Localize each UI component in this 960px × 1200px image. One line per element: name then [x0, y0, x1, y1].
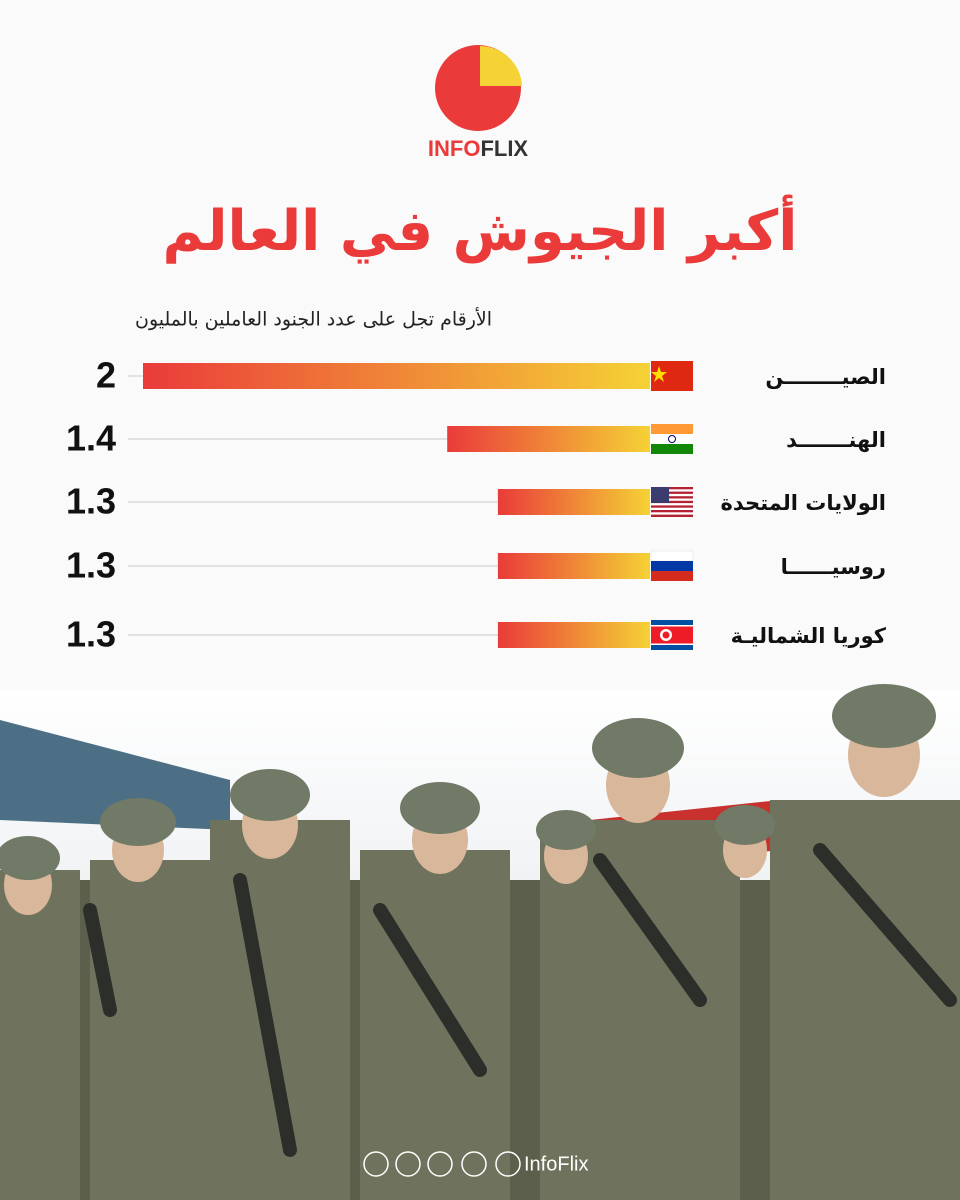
- value-label: 1.3: [66, 614, 116, 655]
- facebook-icon[interactable]: [363, 1151, 389, 1177]
- svg-text:INFOFLIX: INFOFLIX: [428, 136, 529, 161]
- logo: INFOFLIX: [428, 45, 529, 161]
- category-label: كوريا الشماليـة: [731, 624, 887, 648]
- category-label: الهنـــــــد: [786, 428, 886, 452]
- flag-russia: [650, 550, 694, 581]
- category-label: الولايات المتحدة: [721, 491, 886, 515]
- category-label: الصيــــــــن: [765, 365, 886, 389]
- photo: [0, 684, 960, 1200]
- bar: [497, 622, 650, 648]
- instagram-icon[interactable]: [495, 1151, 521, 1177]
- chart: 2 الصيــــــــن 1.4 الهنـــــــد 1.3 الولايات…: [66, 355, 887, 655]
- flag-china: [651, 361, 693, 391]
- footer: InfoFlix: [363, 1151, 588, 1177]
- flag-usa: [651, 487, 693, 517]
- flag-north-korea: [651, 620, 693, 650]
- tiktok-icon[interactable]: [395, 1151, 421, 1177]
- value-label: 1.3: [66, 545, 116, 586]
- value-label: 1.4: [66, 418, 116, 459]
- bar: [143, 363, 650, 389]
- x-icon[interactable]: [427, 1151, 453, 1177]
- logo-part: INFO: [428, 136, 481, 161]
- flag-india: [651, 424, 693, 454]
- bar: [497, 489, 650, 515]
- bar: [497, 553, 650, 579]
- value-label: 2: [96, 355, 116, 396]
- chart-title: أكبر الجيوش في العالم: [163, 194, 798, 264]
- footer-handle: InfoFlix: [524, 1153, 588, 1175]
- category-label: روسيــــــا: [781, 555, 886, 579]
- logo-part: FLIX: [480, 136, 528, 161]
- youtube-icon[interactable]: [461, 1151, 487, 1177]
- bar: [447, 426, 650, 452]
- chart-subtitle: الأرقام تجل على عدد الجنود العاملين بالم…: [135, 308, 492, 331]
- value-label: 1.3: [66, 481, 116, 522]
